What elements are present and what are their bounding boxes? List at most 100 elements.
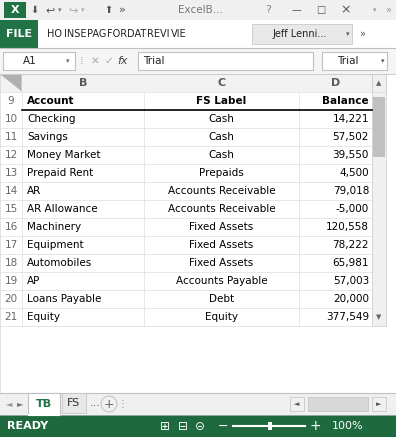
Bar: [3, 52, 75, 70]
Bar: [0, 74, 396, 393]
Text: Jeff Lenni...: Jeff Lenni...: [273, 29, 327, 39]
Text: ►: ►: [17, 399, 23, 409]
Bar: [372, 397, 386, 411]
Text: Equity: Equity: [205, 312, 238, 322]
Text: ▾: ▾: [81, 7, 85, 13]
Bar: [0, 254, 372, 272]
Text: 39,550: 39,550: [333, 150, 369, 160]
Text: Fixed Assets: Fixed Assets: [189, 240, 253, 250]
Text: fx: fx: [118, 56, 128, 66]
Bar: [0, 0, 396, 20]
Bar: [308, 397, 368, 411]
Bar: [0, 110, 372, 128]
Text: TB: TB: [36, 399, 52, 409]
Text: X: X: [11, 5, 19, 15]
Text: 377,549: 377,549: [326, 312, 369, 322]
Text: 17: 17: [4, 240, 18, 250]
Text: 13: 13: [4, 168, 18, 178]
Bar: [0, 218, 372, 236]
Text: INSE: INSE: [64, 29, 86, 39]
Text: 120,558: 120,558: [326, 222, 369, 232]
Text: ▾: ▾: [58, 7, 62, 13]
Bar: [138, 52, 313, 70]
Text: Accounts Payable: Accounts Payable: [176, 276, 267, 286]
Bar: [0, 393, 396, 415]
Circle shape: [101, 396, 117, 412]
Text: 78,222: 78,222: [333, 240, 369, 250]
Bar: [0, 272, 372, 290]
Text: Cash: Cash: [209, 132, 234, 142]
Text: −: −: [218, 420, 228, 433]
Bar: [335, 3, 357, 17]
Text: +: +: [104, 398, 114, 410]
Bar: [372, 74, 386, 326]
Bar: [322, 52, 387, 70]
Text: VIE: VIE: [171, 29, 187, 39]
Text: ▾: ▾: [66, 58, 70, 64]
Bar: [310, 3, 332, 17]
Text: PAG: PAG: [87, 29, 107, 39]
Text: ◄: ◄: [6, 399, 12, 409]
Bar: [285, 3, 307, 17]
Text: -5,000: -5,000: [336, 204, 369, 214]
Bar: [0, 20, 396, 48]
Bar: [0, 92, 372, 110]
Text: Balance: Balance: [322, 96, 369, 106]
Text: Trial: Trial: [337, 56, 358, 66]
Bar: [373, 97, 385, 157]
Text: C: C: [217, 78, 226, 88]
Bar: [0, 200, 372, 218]
Text: 11: 11: [4, 132, 18, 142]
Text: 18: 18: [4, 258, 18, 268]
Bar: [0, 236, 372, 254]
Text: AP: AP: [27, 276, 40, 286]
Text: Debt: Debt: [209, 294, 234, 304]
Text: 10: 10: [4, 114, 17, 124]
Text: FS Label: FS Label: [196, 96, 247, 106]
Text: Checking: Checking: [27, 114, 76, 124]
Text: FOR: FOR: [107, 29, 127, 39]
Text: ⋮: ⋮: [118, 399, 128, 409]
Text: ⊞: ⊞: [160, 420, 170, 433]
Polygon shape: [1, 75, 21, 90]
Text: »: »: [119, 5, 126, 15]
Text: DAT: DAT: [128, 29, 147, 39]
Text: 19: 19: [4, 276, 18, 286]
Text: ◄: ◄: [294, 401, 300, 407]
Text: FS: FS: [67, 398, 81, 408]
Bar: [0, 74, 22, 92]
Text: Account: Account: [27, 96, 74, 106]
Text: 9: 9: [8, 96, 14, 106]
Bar: [290, 397, 304, 411]
Text: 16: 16: [4, 222, 18, 232]
Text: »: »: [359, 29, 365, 39]
Bar: [0, 48, 396, 74]
Text: ⬇: ⬇: [30, 5, 38, 15]
Text: A1: A1: [23, 56, 37, 66]
Text: AR: AR: [27, 186, 41, 196]
Text: ...: ...: [89, 398, 101, 408]
Text: 57,003: 57,003: [333, 276, 369, 286]
Text: +: +: [309, 419, 321, 433]
Text: Fixed Assets: Fixed Assets: [189, 222, 253, 232]
Text: ↪: ↪: [69, 5, 78, 15]
Text: ?: ?: [265, 5, 271, 15]
Bar: [28, 393, 60, 415]
Text: Trial: Trial: [143, 56, 164, 66]
Text: ⊝: ⊝: [195, 420, 205, 433]
Bar: [0, 128, 372, 146]
Bar: [0, 20, 38, 48]
Text: HO: HO: [46, 29, 61, 39]
Text: ►: ►: [376, 401, 382, 407]
Text: ▾: ▾: [381, 58, 385, 64]
Text: ⊟: ⊟: [178, 420, 188, 433]
Text: Machinery: Machinery: [27, 222, 81, 232]
Text: 79,018: 79,018: [333, 186, 369, 196]
Text: READY: READY: [7, 421, 48, 431]
Text: —: —: [291, 5, 301, 15]
Bar: [0, 74, 372, 92]
Bar: [372, 74, 386, 92]
Text: 100%: 100%: [332, 421, 364, 431]
Text: D: D: [331, 78, 340, 88]
Text: ▼: ▼: [376, 314, 382, 320]
